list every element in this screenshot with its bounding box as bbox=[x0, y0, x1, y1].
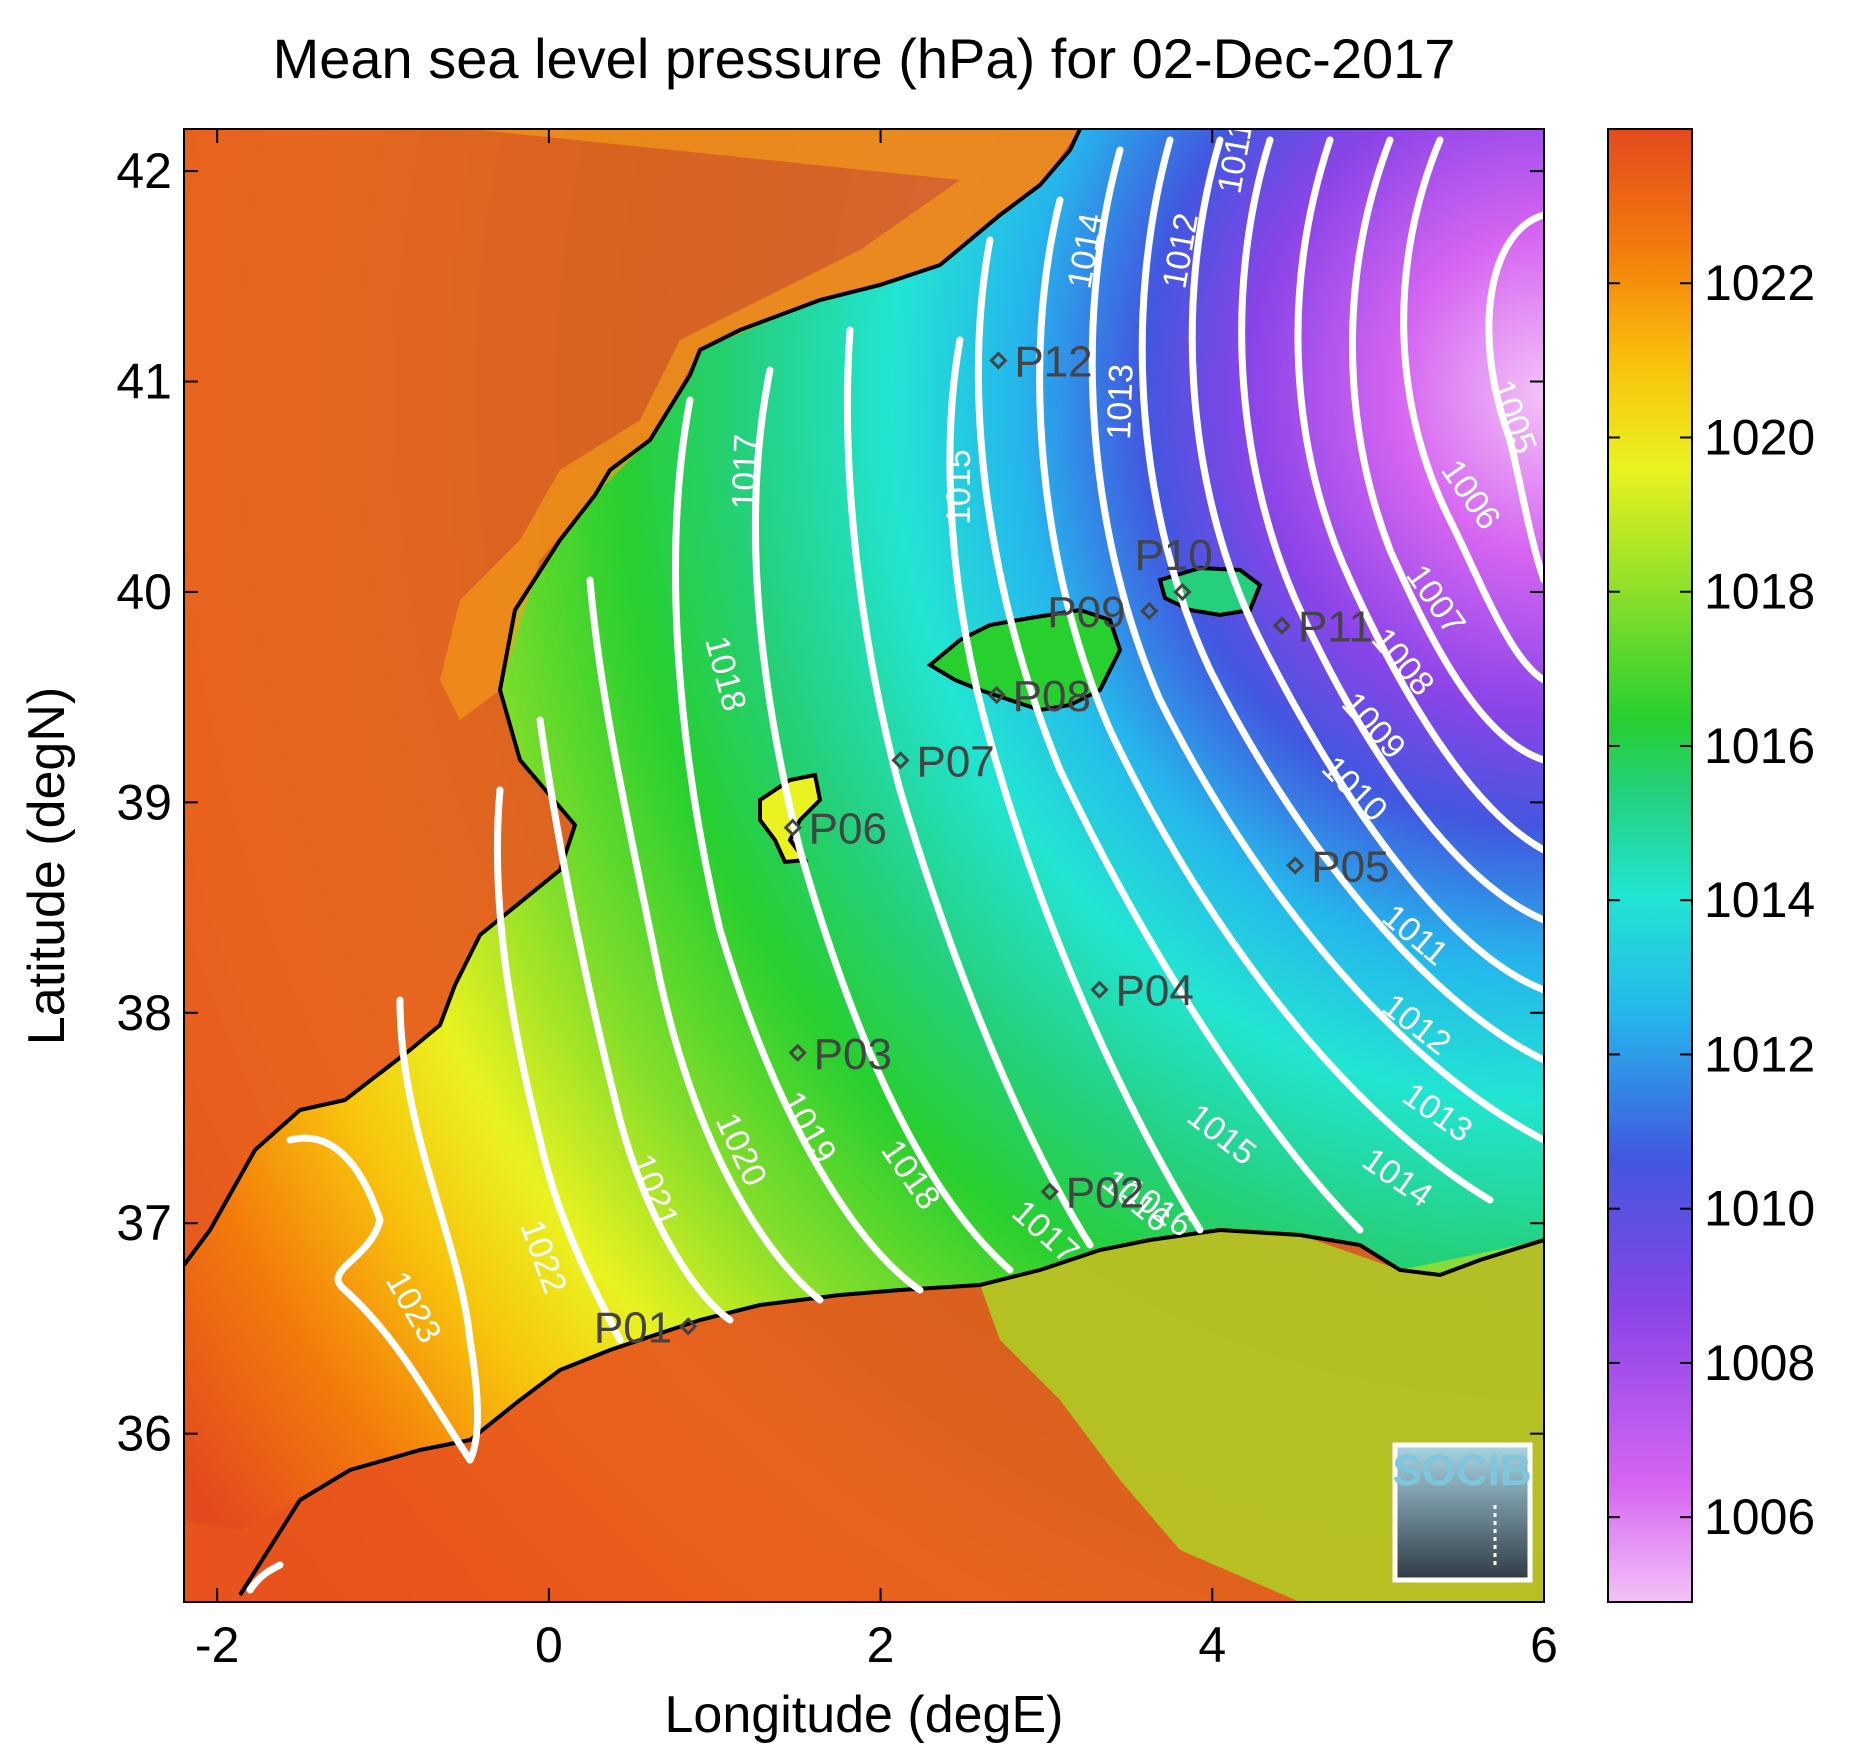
station-label: P05 bbox=[1311, 843, 1389, 892]
colorbar-tick-label: 1016 bbox=[1704, 718, 1815, 774]
coastline-iberia bbox=[184, 129, 1082, 1267]
y-tick-label: 37 bbox=[116, 1195, 172, 1251]
isobar-label: 1017 bbox=[725, 433, 766, 510]
isobar-line bbox=[396, 996, 481, 1464]
isobars bbox=[246, 136, 1544, 1594]
socib-logo: SOCIB bbox=[1392, 1442, 1533, 1583]
colorbar-tick-label: 1020 bbox=[1704, 409, 1815, 465]
isobar-label: 1013 bbox=[1100, 363, 1141, 440]
station-marker bbox=[679, 1317, 698, 1336]
station-marker bbox=[891, 751, 910, 770]
station-marker bbox=[989, 351, 1008, 370]
isobar-label: 1015 bbox=[940, 449, 978, 525]
isobar-line bbox=[1400, 136, 1544, 684]
colorbar-tick-label: 1010 bbox=[1704, 1181, 1815, 1237]
colorbar-tick-label: 1008 bbox=[1704, 1335, 1815, 1391]
colorbar-tick-label: 1014 bbox=[1704, 872, 1815, 928]
isobar-line bbox=[286, 1134, 474, 1464]
colorbar-tick-label: 1022 bbox=[1704, 255, 1815, 311]
isobar-line bbox=[1294, 136, 1544, 854]
colorbar-ticks: 1006 1008 1010 1012 1014 1016 1018 1020 1022 bbox=[1608, 255, 1815, 1545]
y-tick-label: 41 bbox=[116, 354, 172, 410]
station-marker bbox=[1173, 582, 1192, 602]
figure-title: Mean sea level pressure (hPa) for 02-Dec… bbox=[273, 27, 1456, 90]
x-tick-label: 0 bbox=[535, 1617, 563, 1673]
x-tick-label: 6 bbox=[1530, 1617, 1558, 1673]
station-marker bbox=[1286, 856, 1305, 875]
plot-frame bbox=[183, 128, 1545, 1603]
station-label: P08 bbox=[1013, 672, 1091, 721]
station-label: P12 bbox=[1014, 337, 1092, 386]
station-marker bbox=[1040, 1182, 1059, 1201]
isobar-line bbox=[946, 336, 1204, 1234]
x-tick-label: 2 bbox=[867, 1617, 895, 1673]
station-label: P06 bbox=[809, 805, 887, 854]
y-tick-label: 38 bbox=[116, 985, 172, 1041]
isobar-line bbox=[536, 716, 734, 1324]
isobar-line bbox=[1036, 196, 1494, 1204]
socib-logo-background bbox=[1392, 1442, 1533, 1583]
isobar-line bbox=[1138, 136, 1544, 1064]
station-label: P10 bbox=[1134, 531, 1212, 580]
station-label: P04 bbox=[1116, 967, 1194, 1016]
station-marker bbox=[987, 685, 1006, 705]
isobar-line bbox=[843, 326, 1094, 1249]
isobar-line bbox=[586, 576, 824, 1304]
station-marker bbox=[1140, 601, 1159, 621]
land-iberia bbox=[184, 129, 1080, 1265]
station-label: P03 bbox=[814, 1030, 892, 1079]
colorbar bbox=[1607, 128, 1693, 1603]
isobar-line bbox=[672, 396, 924, 1294]
station-label: P11 bbox=[1298, 603, 1373, 652]
y-axis-label: Latitude (degN) bbox=[18, 687, 76, 1045]
colorbar-tick-label: 1018 bbox=[1704, 564, 1815, 620]
y-tick-label: 39 bbox=[116, 774, 172, 830]
isobar-line bbox=[1238, 136, 1544, 924]
station-label: P07 bbox=[916, 737, 994, 786]
y-tick-label: 42 bbox=[116, 143, 172, 199]
isobar-line bbox=[1485, 211, 1544, 584]
station-marker bbox=[783, 818, 802, 837]
station-marker bbox=[1272, 616, 1292, 635]
x-axis-ticks: -2 0 2 4 6 bbox=[195, 129, 1558, 1673]
isobar-line bbox=[493, 786, 624, 1344]
colorbar-tick-label: 1006 bbox=[1704, 1489, 1815, 1545]
plot-area: 1005 1006 1007 1008 1009 1010 1011 1012 … bbox=[184, 129, 1544, 1602]
isobar-line bbox=[1349, 136, 1544, 764]
x-tick-label: 4 bbox=[1198, 1617, 1226, 1673]
station-label: P01 bbox=[594, 1303, 672, 1352]
coastline-north-africa bbox=[238, 1227, 1544, 1597]
x-tick-label: -2 bbox=[195, 1617, 239, 1673]
y-tick-label: 40 bbox=[116, 564, 172, 620]
isobar-line bbox=[1088, 146, 1544, 1144]
y-axis-ticks: 36 37 38 39 40 41 42 bbox=[116, 143, 1544, 1462]
x-axis-label: Longitude (degE) bbox=[665, 1686, 1064, 1744]
station-label: P09 bbox=[1047, 588, 1125, 637]
isobar-line bbox=[752, 366, 1014, 1274]
station-label: P02 bbox=[1066, 1169, 1144, 1218]
station-marker bbox=[1090, 980, 1109, 999]
isobar-line bbox=[1188, 136, 1544, 994]
station-marker bbox=[788, 1043, 807, 1062]
colorbar-tick-label: 1012 bbox=[1704, 1026, 1815, 1082]
socib-logo-text: SOCIB bbox=[1392, 1446, 1531, 1495]
isobar-line bbox=[246, 1561, 284, 1594]
y-tick-label: 36 bbox=[116, 1406, 172, 1462]
isobar-line bbox=[974, 236, 1364, 1234]
